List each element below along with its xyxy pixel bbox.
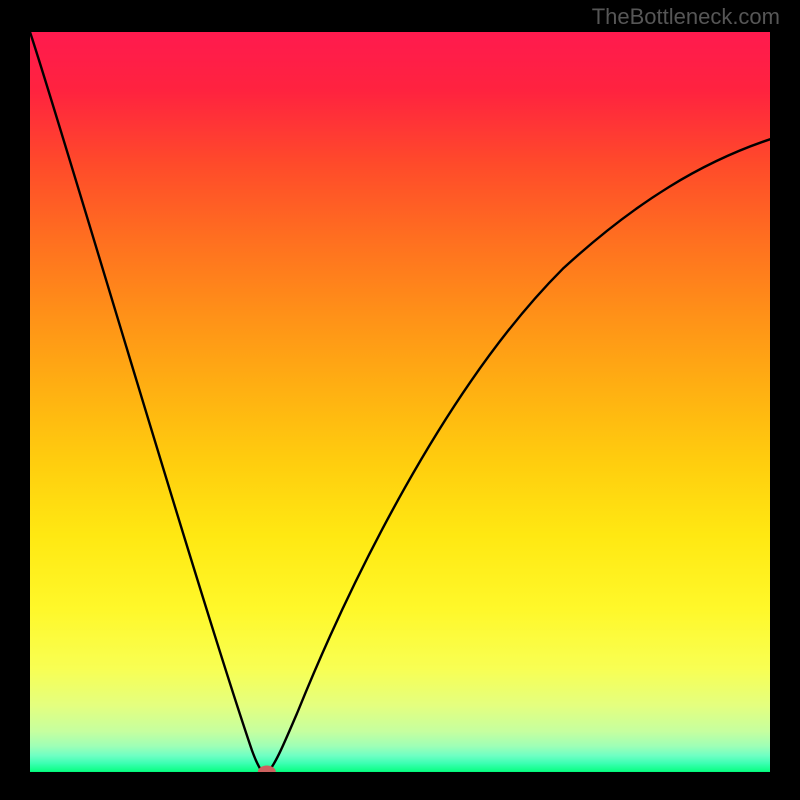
chart-frame: TheBottleneck.com [0, 0, 800, 800]
watermark-text: TheBottleneck.com [592, 4, 780, 30]
bottleneck-chart [0, 0, 800, 800]
